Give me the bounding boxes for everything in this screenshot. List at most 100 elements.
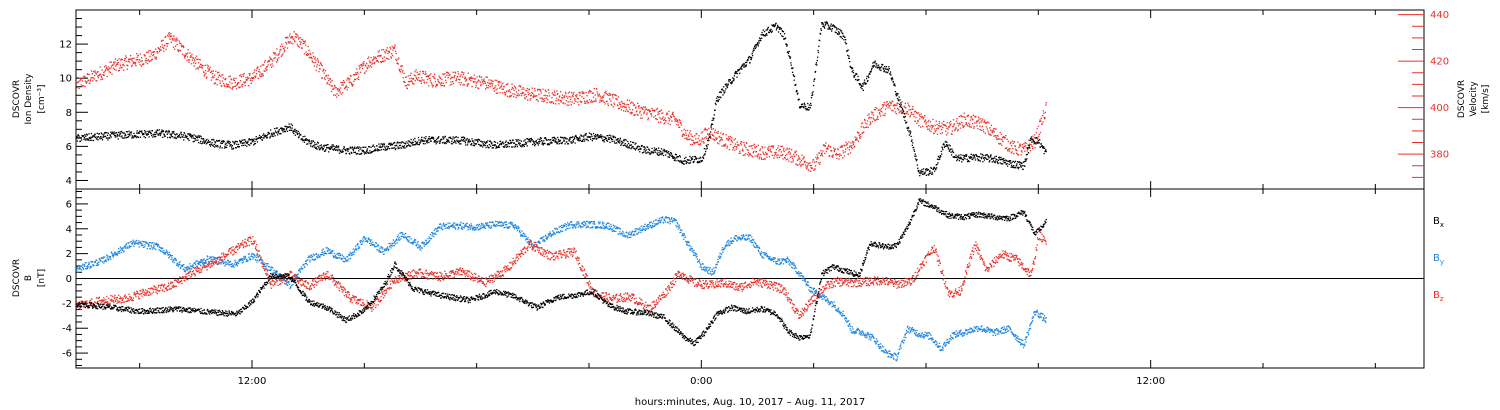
density-series-point: [590, 138, 592, 140]
velocity-series-point: [575, 94, 577, 96]
density-series-point: [841, 32, 843, 34]
velocity-series-point: [457, 76, 459, 78]
velocity-series-point: [424, 73, 426, 75]
density-series-point: [502, 141, 504, 143]
density-series-point: [705, 148, 707, 150]
velocity-series-point: [630, 111, 633, 113]
velocity-series-point: [921, 115, 923, 118]
velocity-series-point: [231, 82, 233, 85]
density-series-point: [259, 137, 261, 140]
density-series-point: [907, 126, 909, 128]
by-series-point: [91, 261, 93, 263]
density-series-point: [78, 137, 80, 139]
velocity-series-point: [637, 102, 639, 104]
velocity-series-point: [502, 82, 504, 84]
density-series-point: [247, 140, 249, 143]
velocity-series-point: [751, 147, 753, 149]
density-series-point: [425, 140, 427, 142]
density-series-point: [915, 155, 917, 157]
velocity-series-point: [396, 62, 399, 64]
density-series-point: [419, 142, 421, 144]
velocity-series-point: [169, 35, 172, 38]
density-series-point: [102, 135, 105, 137]
velocity-series-point: [724, 145, 726, 147]
velocity-series-point: [108, 66, 110, 68]
velocity-series-point: [493, 87, 495, 90]
density-series-point: [443, 141, 445, 144]
density-series-point: [948, 148, 950, 150]
velocity-series-point: [354, 74, 356, 76]
density-series-point: [570, 141, 572, 143]
velocity-series-point: [957, 128, 959, 131]
density-series-point: [750, 58, 752, 60]
velocity-series-point: [379, 54, 381, 57]
velocity-series-point: [318, 71, 320, 73]
velocity-series-point: [552, 93, 554, 95]
velocity-series-point: [854, 145, 856, 147]
density-series-point: [973, 155, 975, 158]
density-series-point: [264, 134, 266, 136]
density-series-point: [703, 148, 705, 150]
velocity-series-point: [361, 63, 363, 66]
velocity-series-point: [352, 85, 354, 87]
density-series-point: [221, 147, 223, 149]
density-series-point: [1025, 160, 1027, 162]
density-series-point: [282, 131, 284, 133]
velocity-series-point: [437, 78, 439, 81]
velocity-series-point: [834, 148, 836, 150]
velocity-series-point: [370, 57, 372, 59]
density-series-point: [800, 106, 802, 108]
velocity-series-point: [279, 45, 282, 47]
velocity-series-point: [633, 114, 635, 116]
velocity-series-point: [417, 77, 420, 79]
velocity-series-point: [121, 67, 123, 69]
velocity-series-point: [116, 62, 118, 64]
density-series-point: [709, 131, 712, 133]
by-series-point: [112, 253, 114, 256]
velocity-series-point: [1045, 102, 1047, 104]
density-series-point: [396, 141, 399, 143]
density-series-point: [835, 27, 838, 29]
velocity-series-point: [223, 84, 225, 86]
density-series-point: [857, 75, 859, 78]
density-series-point: [949, 145, 951, 147]
density-series-point: [127, 133, 129, 135]
density-series-point: [759, 39, 761, 42]
velocity-series-point: [931, 128, 933, 130]
velocity-series-point: [187, 49, 189, 51]
density-series-point: [722, 94, 724, 96]
density-series-point: [436, 138, 438, 140]
velocity-series-point: [609, 93, 611, 95]
velocity-series-point: [1007, 150, 1009, 152]
density-series-point: [427, 137, 430, 140]
velocity-series-point: [499, 87, 501, 89]
density-series-point: [510, 141, 512, 144]
density-series-point: [155, 135, 157, 138]
density-series-point: [293, 130, 295, 133]
density-series-point: [894, 83, 896, 85]
density-series-point: [709, 133, 711, 135]
velocity-series-point: [444, 76, 446, 78]
by-series-point: [99, 259, 102, 262]
velocity-series-point: [525, 93, 527, 95]
density-series-point: [346, 149, 348, 151]
density-series-point: [311, 142, 313, 144]
density-series-point: [538, 141, 540, 143]
velocity-series-point: [134, 61, 136, 63]
velocity-series-point: [279, 51, 281, 53]
density-series-point: [199, 142, 201, 144]
density-series-point: [553, 140, 555, 142]
density-series-point: [100, 136, 102, 138]
velocity-series-point: [667, 117, 670, 119]
by-series-point: [120, 249, 122, 251]
density-series-point: [340, 150, 342, 152]
density-series-point: [263, 133, 265, 135]
density-series-point: [822, 25, 824, 28]
density-series-point: [1023, 165, 1025, 167]
density-series-point: [814, 71, 816, 73]
density-series-point: [849, 65, 851, 68]
density-series-point: [854, 74, 856, 76]
velocity-series-point: [863, 118, 866, 121]
by-series-point: [90, 260, 92, 263]
velocity-series-point: [217, 78, 219, 81]
